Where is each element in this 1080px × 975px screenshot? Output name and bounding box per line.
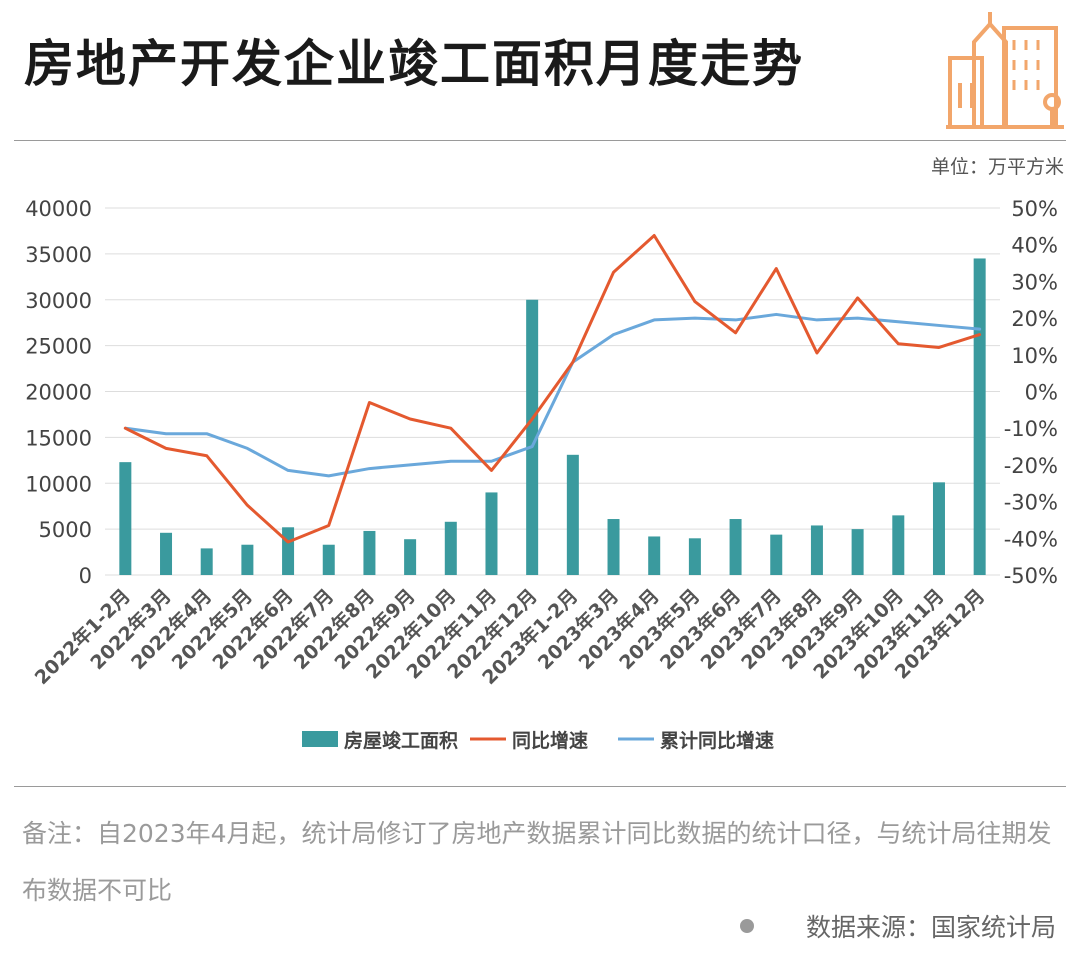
bottom-divider: [14, 786, 1066, 787]
bar: [688, 538, 701, 575]
y-right-tick-label: 0%: [1025, 381, 1058, 405]
bar: [810, 525, 823, 575]
yoy-growth-line: [123, 234, 982, 544]
bar: [485, 492, 498, 575]
legend-swatch-bar: [302, 731, 338, 747]
y-left-tick-label: 5000: [39, 518, 92, 542]
y-right-tick-label: 20%: [1011, 307, 1058, 331]
bar: [729, 519, 742, 575]
bar: [770, 534, 783, 575]
y-right-tick-label: 50%: [1011, 197, 1058, 221]
y-left-tick-label: 0: [79, 564, 92, 588]
unit-label: 单位：万平方米: [930, 156, 1064, 178]
city-buildings-icon: [944, 8, 1068, 132]
bar: [526, 299, 539, 575]
data-source: 数据来源：国家统计局: [739, 908, 1056, 944]
bar: [404, 539, 417, 575]
y-right-tick-label: -20%: [1004, 454, 1058, 478]
y-right-tick-label: 10%: [1011, 344, 1058, 368]
bar: [607, 519, 620, 575]
bar: [282, 527, 295, 575]
y-left-tick-label: 20000: [25, 381, 92, 405]
bar: [932, 482, 945, 575]
y-left-tick-label: 30000: [25, 289, 92, 313]
cumulative-growth-line: [123, 312, 982, 478]
y-right-tick-label: 30%: [1011, 270, 1058, 294]
bar: [241, 544, 254, 575]
y-right-tick-label: 40%: [1011, 234, 1058, 258]
y-left-tick-label: 15000: [25, 426, 92, 450]
combo-chart: 0 5000 10000 15000 20000 25000 30000 35000 40000…: [25, 197, 1058, 752]
y-right-tick-label: -40%: [1004, 527, 1058, 551]
data-source-label: 数据来源：国家统计局: [805, 913, 1056, 942]
y-left-tick-label: 10000: [25, 472, 92, 496]
y-left-tick-label: 40000: [25, 197, 92, 221]
y-left-tick-label: 35000: [25, 243, 92, 267]
bar: [566, 454, 579, 575]
bar: [851, 529, 864, 575]
bar: [648, 536, 661, 575]
y-right-tick-label: -30%: [1004, 491, 1058, 515]
top-divider: [14, 140, 1066, 141]
legend-label: 房屋竣工面积: [344, 729, 458, 752]
bar: [363, 530, 376, 575]
bar: [119, 462, 132, 575]
bar: [892, 515, 905, 575]
y-right-tick-label: -10%: [1004, 417, 1058, 441]
bar: [322, 544, 335, 575]
bar: [444, 521, 457, 575]
footnote: 备注：自2023年4月起，统计局修订了房地产数据累计同比数据的统计口径，与统计局…: [22, 819, 1052, 905]
legend-label: 同比增速: [512, 729, 588, 752]
legend-label: 累计同比增速: [660, 729, 774, 752]
bar: [160, 532, 173, 575]
y-right-tick-label: -50%: [1004, 564, 1058, 588]
bar: [200, 548, 213, 575]
bar: [973, 258, 986, 575]
page-title: 房地产开发企业竣工面积月度走势: [24, 35, 804, 93]
y-left-tick-label: 25000: [25, 335, 92, 359]
bullet-dot-icon: [739, 919, 754, 933]
